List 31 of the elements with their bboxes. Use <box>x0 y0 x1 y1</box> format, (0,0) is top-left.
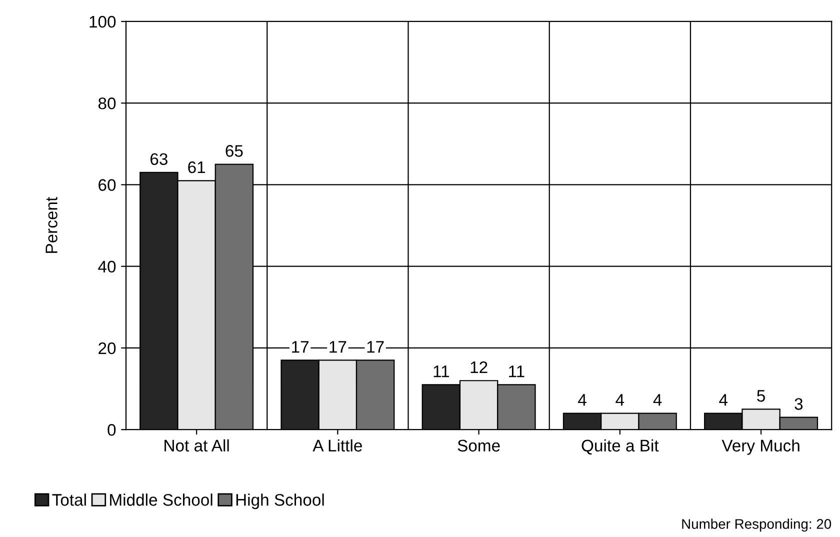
data-label: 11 <box>434 366 450 378</box>
legend-label: Middle School <box>110 494 212 506</box>
data-label: 4 <box>578 394 586 406</box>
x-tick-label: Very Much <box>722 439 800 455</box>
data-label: 63 <box>150 153 168 166</box>
y-axis-title: Percent <box>46 196 58 253</box>
data-label: 4 <box>653 394 662 406</box>
data-label: 12 <box>470 361 488 373</box>
data-label: 17 <box>330 341 346 353</box>
data-label: 5 <box>757 390 765 402</box>
data-label: 4 <box>719 394 728 406</box>
y-tick-label: 100 <box>90 16 116 28</box>
data-label: 61 <box>188 161 206 174</box>
data-label: 17 <box>292 341 308 353</box>
data-label: 17 <box>367 341 384 353</box>
legend-label: Total <box>52 494 86 506</box>
text: Number Responding: 20 <box>682 518 832 532</box>
data-label: 65 <box>226 145 243 157</box>
y-tick-label: 60 <box>98 179 116 191</box>
x-tick-label: Not at All <box>164 439 229 452</box>
x-tick-label: Some <box>458 440 500 452</box>
data-label: 4 <box>616 394 624 406</box>
y-tick-label: 20 <box>98 342 116 354</box>
legend-label: High School <box>236 494 324 510</box>
x-tick-label: Quite a Bit <box>582 439 659 455</box>
data-label: 3 <box>794 398 803 410</box>
y-tick-label: 0 <box>108 424 116 436</box>
data-label: 11 <box>509 366 524 378</box>
x-tick-label: A Little <box>312 439 362 452</box>
y-tick-label: 80 <box>98 98 116 110</box>
y-tick-label: 40 <box>98 260 116 273</box>
